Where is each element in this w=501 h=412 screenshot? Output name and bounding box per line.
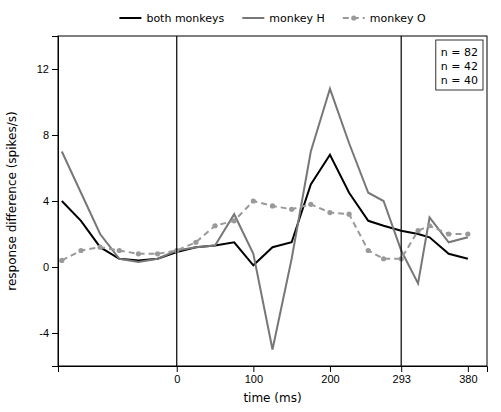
marker bbox=[193, 240, 198, 245]
marker bbox=[270, 203, 275, 208]
marker bbox=[289, 207, 294, 212]
y-axis: -4 0 4 8 12 bbox=[37, 37, 59, 367]
tick: 100 bbox=[245, 366, 263, 385]
tick: 200 bbox=[321, 366, 339, 385]
tick: 4 bbox=[43, 195, 58, 207]
tick-mark bbox=[177, 366, 178, 372]
legend-label: monkey H bbox=[269, 12, 324, 25]
tick-label: 380 bbox=[459, 373, 477, 385]
tick-mark bbox=[401, 366, 402, 372]
x-axis-title: time (ms) bbox=[243, 391, 301, 405]
marker bbox=[327, 210, 332, 215]
legend-item: both monkeys bbox=[119, 12, 224, 25]
tick-label: 100 bbox=[245, 373, 263, 385]
tick: 293 bbox=[393, 366, 411, 385]
marker bbox=[415, 228, 420, 233]
tick-mark bbox=[253, 366, 254, 372]
tick: 0 bbox=[174, 366, 180, 385]
axis-line bbox=[52, 37, 59, 367]
marker bbox=[232, 218, 237, 223]
marker bbox=[465, 231, 470, 236]
data-layer bbox=[59, 36, 470, 366]
tick-label: 12 bbox=[37, 63, 49, 75]
tick-label: 0 bbox=[43, 261, 49, 273]
marker bbox=[251, 198, 256, 203]
tick-mark bbox=[330, 366, 331, 372]
tick: -4 bbox=[39, 327, 58, 339]
axis-line bbox=[59, 367, 488, 373]
marker bbox=[347, 212, 352, 217]
tick: 12 bbox=[37, 63, 58, 75]
legend-label: both monkeys bbox=[146, 12, 224, 25]
legend-swatch-marker bbox=[351, 15, 356, 20]
vertical-line bbox=[176, 36, 177, 366]
annotation-text: n = 42 bbox=[441, 60, 478, 73]
plot: 0 100 200 293 380 -4 0 4 8 12 n = 82n = 42n = 40 bbox=[37, 36, 488, 385]
marker bbox=[381, 256, 386, 261]
series-line bbox=[62, 155, 468, 266]
tick-mark bbox=[52, 201, 58, 202]
marker bbox=[117, 248, 122, 253]
marker bbox=[78, 248, 83, 253]
series-line bbox=[62, 89, 468, 350]
tick-label: 8 bbox=[43, 129, 49, 141]
tick: 8 bbox=[43, 129, 58, 141]
chart: 0 100 200 293 380 -4 0 4 8 12 n = 82n = 42n = 40 ti… bbox=[0, 0, 501, 412]
marker bbox=[427, 223, 432, 228]
tick-mark bbox=[52, 267, 58, 268]
tick-mark bbox=[52, 333, 58, 334]
tick-label: 4 bbox=[43, 195, 49, 207]
legend-swatch bbox=[119, 17, 141, 19]
tick-mark bbox=[468, 366, 469, 372]
tick-label: 200 bbox=[321, 373, 339, 385]
legend-item: monkey O bbox=[343, 12, 426, 25]
tick-mark bbox=[52, 135, 58, 136]
y-axis-title: response difference (spikes/s) bbox=[5, 111, 19, 290]
annotation-text: n = 40 bbox=[441, 74, 478, 87]
marker bbox=[59, 258, 64, 263]
marker bbox=[212, 223, 217, 228]
series-markers bbox=[59, 198, 470, 263]
tick-mark bbox=[52, 69, 58, 70]
annotation: n = 82n = 42n = 40 bbox=[436, 40, 483, 90]
legend-item: monkey H bbox=[242, 12, 324, 25]
vertical-line bbox=[401, 36, 402, 366]
tick-label: 0 bbox=[174, 373, 180, 385]
tick-label: 293 bbox=[393, 373, 411, 385]
legend-swatch bbox=[242, 17, 264, 19]
annotation-text: n = 82 bbox=[441, 46, 478, 59]
marker bbox=[136, 251, 141, 256]
tick: 380 bbox=[459, 366, 477, 385]
annotation-box bbox=[436, 40, 483, 90]
marker bbox=[98, 245, 103, 250]
marker bbox=[308, 202, 313, 207]
x-axis: 0 100 200 293 380 bbox=[59, 366, 488, 385]
plot-frame bbox=[58, 36, 487, 366]
marker bbox=[155, 251, 160, 256]
tick: 0 bbox=[43, 261, 58, 273]
tick-label: -4 bbox=[39, 327, 49, 339]
marker bbox=[366, 248, 371, 253]
series-line bbox=[62, 201, 468, 260]
legend: both monkeys monkey H monkey O bbox=[119, 12, 426, 25]
marker bbox=[446, 231, 451, 236]
legend-label: monkey O bbox=[370, 12, 426, 25]
